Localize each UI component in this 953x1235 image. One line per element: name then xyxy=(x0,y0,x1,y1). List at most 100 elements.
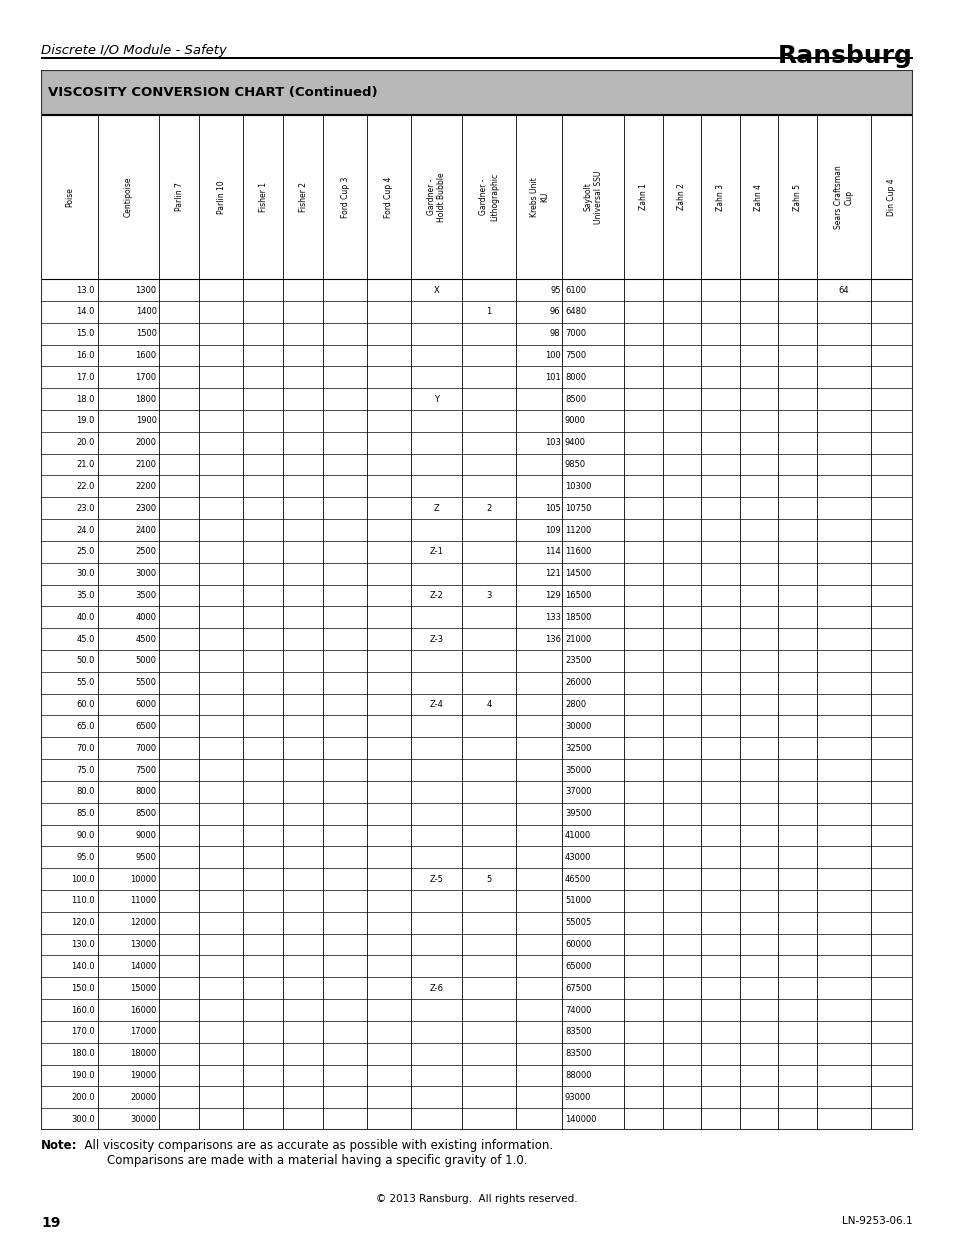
Text: Zahn 3: Zahn 3 xyxy=(715,184,724,210)
Text: 80.0: 80.0 xyxy=(76,788,95,797)
Text: 19: 19 xyxy=(41,1216,60,1230)
Text: 160.0: 160.0 xyxy=(71,1005,95,1014)
Text: 11600: 11600 xyxy=(564,547,591,556)
Text: 6500: 6500 xyxy=(135,722,156,731)
Text: Z-2: Z-2 xyxy=(429,592,443,600)
Text: Fisher 2: Fisher 2 xyxy=(298,182,308,212)
Text: 16000: 16000 xyxy=(131,1005,156,1014)
Text: 170.0: 170.0 xyxy=(71,1028,95,1036)
Bar xyxy=(41,367,912,388)
Text: 1800: 1800 xyxy=(135,395,156,404)
Text: 90.0: 90.0 xyxy=(76,831,95,840)
Text: 200.0: 200.0 xyxy=(71,1093,95,1102)
Text: 6480: 6480 xyxy=(564,308,585,316)
Text: 136: 136 xyxy=(544,635,560,643)
Text: Centipoise: Centipoise xyxy=(124,177,132,217)
Text: 16500: 16500 xyxy=(564,592,591,600)
Text: 2100: 2100 xyxy=(135,461,156,469)
Bar xyxy=(41,715,912,737)
Text: 100.0: 100.0 xyxy=(71,874,95,883)
Text: 3: 3 xyxy=(486,592,491,600)
Text: 43000: 43000 xyxy=(564,853,591,862)
Text: 95.0: 95.0 xyxy=(76,853,95,862)
Text: 37000: 37000 xyxy=(564,788,591,797)
Text: Zahn 5: Zahn 5 xyxy=(792,184,801,210)
Text: 180.0: 180.0 xyxy=(71,1050,95,1058)
Text: 83500: 83500 xyxy=(564,1028,591,1036)
Bar xyxy=(41,956,912,977)
Text: 101: 101 xyxy=(544,373,560,382)
Text: 21.0: 21.0 xyxy=(76,461,95,469)
Text: 6100: 6100 xyxy=(564,285,585,295)
Bar xyxy=(41,1042,912,1065)
Text: Poise: Poise xyxy=(65,186,73,207)
Bar xyxy=(41,322,912,345)
Text: 10300: 10300 xyxy=(564,482,591,490)
Text: 13.0: 13.0 xyxy=(76,285,95,295)
Text: 16.0: 16.0 xyxy=(76,351,95,361)
Bar xyxy=(41,584,912,606)
Text: 4: 4 xyxy=(486,700,491,709)
Text: 5000: 5000 xyxy=(135,657,156,666)
Text: 11000: 11000 xyxy=(131,897,156,905)
Text: 46500: 46500 xyxy=(564,874,591,883)
Text: 140000: 140000 xyxy=(564,1115,596,1124)
Text: 88000: 88000 xyxy=(564,1071,591,1079)
Bar xyxy=(41,475,912,498)
Text: 18500: 18500 xyxy=(564,613,591,621)
Text: 190.0: 190.0 xyxy=(71,1071,95,1079)
Text: 8500: 8500 xyxy=(564,395,585,404)
Text: Z-5: Z-5 xyxy=(429,874,443,883)
Text: Ransburg: Ransburg xyxy=(778,44,912,68)
Text: 30000: 30000 xyxy=(131,1115,156,1124)
Text: 7500: 7500 xyxy=(564,351,585,361)
Text: 5: 5 xyxy=(486,874,491,883)
Text: 1700: 1700 xyxy=(135,373,156,382)
Bar xyxy=(41,115,912,279)
Text: 9500: 9500 xyxy=(135,853,156,862)
Bar xyxy=(41,432,912,453)
Text: 7500: 7500 xyxy=(135,766,156,774)
Text: 2: 2 xyxy=(486,504,491,513)
Bar xyxy=(41,650,912,672)
Text: 70.0: 70.0 xyxy=(76,743,95,752)
Text: 1: 1 xyxy=(486,308,491,316)
Bar xyxy=(41,410,912,432)
Text: 75.0: 75.0 xyxy=(76,766,95,774)
Text: 2300: 2300 xyxy=(135,504,156,513)
Text: 11200: 11200 xyxy=(564,526,591,535)
Bar xyxy=(41,934,912,956)
Text: 4000: 4000 xyxy=(135,613,156,621)
Bar xyxy=(41,519,912,541)
Text: 20.0: 20.0 xyxy=(76,438,95,447)
Text: Gardner -
Holdt Bubble: Gardner - Holdt Bubble xyxy=(426,172,446,222)
Text: 93000: 93000 xyxy=(564,1093,591,1102)
Text: Z-4: Z-4 xyxy=(429,700,443,709)
Text: LN-9253-06.1: LN-9253-06.1 xyxy=(841,1216,912,1226)
Text: 32500: 32500 xyxy=(564,743,591,752)
Text: 2200: 2200 xyxy=(135,482,156,490)
Text: 19000: 19000 xyxy=(131,1071,156,1079)
Text: Z-3: Z-3 xyxy=(429,635,443,643)
Text: 19.0: 19.0 xyxy=(76,416,95,425)
Bar xyxy=(41,70,912,115)
Text: Discrete I/O Module - Safety: Discrete I/O Module - Safety xyxy=(41,44,227,58)
Text: 23500: 23500 xyxy=(564,657,591,666)
Text: 1600: 1600 xyxy=(135,351,156,361)
Text: 25.0: 25.0 xyxy=(76,547,95,556)
Text: Parlin 10: Parlin 10 xyxy=(216,180,226,214)
Text: 10000: 10000 xyxy=(131,874,156,883)
Text: 3000: 3000 xyxy=(135,569,156,578)
Text: 103: 103 xyxy=(544,438,560,447)
Text: 13000: 13000 xyxy=(131,940,156,948)
Text: 1300: 1300 xyxy=(135,285,156,295)
Text: 17000: 17000 xyxy=(131,1028,156,1036)
Text: VISCOSITY CONVERSION CHART (Continued): VISCOSITY CONVERSION CHART (Continued) xyxy=(48,86,377,99)
Text: 7000: 7000 xyxy=(564,330,585,338)
Text: 114: 114 xyxy=(544,547,560,556)
Text: 130.0: 130.0 xyxy=(71,940,95,948)
Bar xyxy=(41,760,912,781)
Text: Z: Z xyxy=(433,504,438,513)
Text: 95: 95 xyxy=(550,285,560,295)
Text: 8000: 8000 xyxy=(564,373,585,382)
